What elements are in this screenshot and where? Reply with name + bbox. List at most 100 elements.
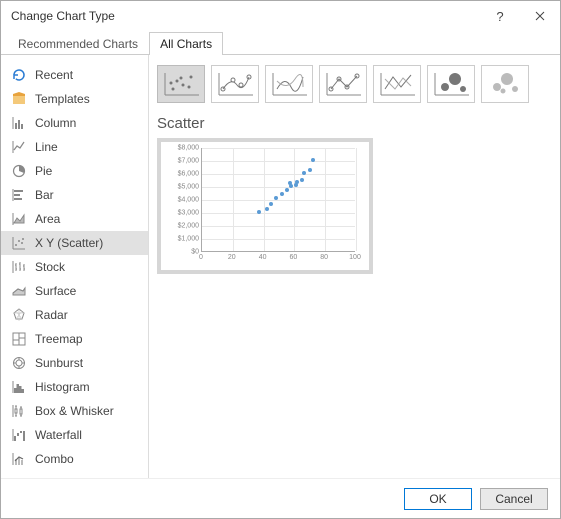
data-point — [285, 188, 289, 192]
x-tick-label: 100 — [349, 254, 361, 261]
chart-type-label: Recent — [35, 68, 73, 82]
y-tick-label: $7,000 — [178, 158, 199, 165]
help-button[interactable]: ? — [480, 1, 520, 31]
histogram-icon — [11, 379, 27, 395]
chart-type-waterfall[interactable]: Waterfall — [1, 423, 148, 447]
ok-button[interactable]: OK — [404, 488, 472, 510]
x-tick-label: 40 — [259, 254, 267, 261]
tab-all-charts[interactable]: All Charts — [149, 32, 223, 55]
gridline-v — [325, 148, 326, 251]
close-button[interactable] — [520, 1, 560, 31]
area-icon — [11, 211, 27, 227]
gridline-h — [202, 239, 355, 240]
chart-type-label: Box & Whisker — [35, 404, 114, 418]
chart-type-column[interactable]: Column — [1, 111, 148, 135]
templates-icon — [11, 91, 27, 107]
close-icon — [535, 11, 545, 21]
surface-icon — [11, 283, 27, 299]
chart-type-combo[interactable]: Combo — [1, 447, 148, 471]
stock-icon — [11, 259, 27, 275]
pie-icon — [11, 163, 27, 179]
gridline-v — [264, 148, 265, 251]
chart-type-histogram[interactable]: Histogram — [1, 375, 148, 399]
scatter-icon — [11, 235, 27, 251]
preview-chart-area: $0 $1,000 $2,000 $3,000 $4,000 $5,000 $6,000 $7… — [167, 148, 363, 268]
chart-type-label: Templates — [35, 92, 90, 106]
combo-icon — [11, 451, 27, 467]
chart-type-label: Line — [35, 140, 58, 154]
chart-type-surface[interactable]: Surface — [1, 279, 148, 303]
gridline-h — [202, 187, 355, 188]
y-tick-label: $2,000 — [178, 223, 199, 230]
x-tick-label: 60 — [289, 254, 297, 261]
chart-type-bar[interactable]: Bar — [1, 183, 148, 207]
scatter-subtype-5[interactable] — [427, 65, 475, 103]
gridline-h — [202, 213, 355, 214]
chart-type-stock[interactable]: Stock — [1, 255, 148, 279]
y-tick-label: $0 — [191, 249, 199, 256]
chart-type-label: Surface — [35, 284, 76, 298]
column-icon — [11, 115, 27, 131]
sunburst-icon — [11, 355, 27, 371]
chart-type-label: Stock — [35, 260, 65, 274]
scatter-subtype-6[interactable] — [481, 65, 529, 103]
chart-type-line[interactable]: Line — [1, 135, 148, 159]
data-point — [289, 184, 293, 188]
gridline-v — [233, 148, 234, 251]
x-tick-label: 80 — [320, 254, 328, 261]
y-tick-label: $5,000 — [178, 184, 199, 191]
y-tick-label: $3,000 — [178, 210, 199, 217]
y-tick-label: $8,000 — [178, 145, 199, 152]
scatter-subtype-0[interactable] — [157, 65, 205, 103]
chart-type-pie[interactable]: Pie — [1, 159, 148, 183]
data-point — [269, 202, 273, 206]
gridline-h — [202, 174, 355, 175]
data-point — [302, 171, 306, 175]
chart-type-radar[interactable]: Radar — [1, 303, 148, 327]
chart-type-label: Pie — [35, 164, 52, 178]
chart-type-area[interactable]: Area — [1, 207, 148, 231]
y-tick-label: $1,000 — [178, 236, 199, 243]
scatter-subtype-1[interactable] — [211, 65, 259, 103]
titlebar: Change Chart Type ? — [1, 1, 560, 31]
treemap-icon — [11, 331, 27, 347]
waterfall-icon — [11, 427, 27, 443]
chart-type-templates[interactable]: Templates — [1, 87, 148, 111]
cancel-button[interactable]: Cancel — [480, 488, 548, 510]
dialog-body: Recent Templates Column Line Pie Bar Area X Y (… — [1, 55, 560, 478]
chart-preview[interactable]: $0 $1,000 $2,000 $3,000 $4,000 $5,000 $6,000 $7… — [157, 138, 373, 274]
x-tick-label: 20 — [228, 254, 236, 261]
data-point — [257, 210, 261, 214]
chart-type-list: Recent Templates Column Line Pie Bar Area X Y (… — [1, 55, 149, 478]
chart-type-label: Bar — [35, 188, 54, 202]
window-title: Change Chart Type — [11, 9, 115, 23]
data-point — [265, 207, 269, 211]
data-point — [274, 196, 278, 200]
x-tick-label: 0 — [199, 254, 203, 261]
subtype-row — [157, 65, 552, 103]
chart-type-label: Sunburst — [35, 356, 83, 370]
chart-type-label: Column — [35, 116, 76, 130]
chart-type-treemap[interactable]: Treemap — [1, 327, 148, 351]
tab-recommended[interactable]: Recommended Charts — [7, 32, 149, 55]
y-tick-label: $4,000 — [178, 197, 199, 204]
preview-heading: Scatter — [157, 115, 552, 132]
chart-type-boxwhisker[interactable]: Box & Whisker — [1, 399, 148, 423]
chart-type-label: Treemap — [35, 332, 83, 346]
line-icon — [11, 139, 27, 155]
chart-type-label: X Y (Scatter) — [35, 236, 103, 250]
chart-type-sunburst[interactable]: Sunburst — [1, 351, 148, 375]
scatter-subtype-2[interactable] — [265, 65, 313, 103]
main-panel: Scatter $0 $1,000 $2,000 $3,000 $4,000 $5,000… — [149, 55, 560, 478]
chart-type-recent[interactable]: Recent — [1, 63, 148, 87]
window-controls: ? — [480, 1, 560, 31]
data-point — [308, 168, 312, 172]
gridline-v — [356, 148, 357, 251]
chart-type-label: Area — [35, 212, 60, 226]
gridline-h — [202, 148, 355, 149]
y-tick-label: $6,000 — [178, 171, 199, 178]
scatter-subtype-3[interactable] — [319, 65, 367, 103]
chart-type-scatter[interactable]: X Y (Scatter) — [1, 231, 148, 255]
scatter-subtype-4[interactable] — [373, 65, 421, 103]
radar-icon — [11, 307, 27, 323]
